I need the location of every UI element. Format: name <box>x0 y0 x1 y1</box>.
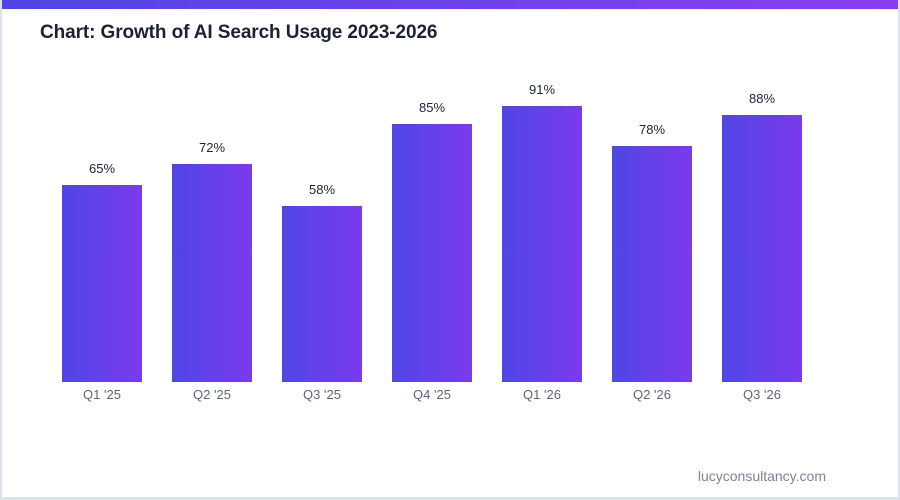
bar-rect[interactable] <box>172 163 252 382</box>
bar-rect[interactable] <box>722 115 802 382</box>
bar-column[interactable]: 85% <box>392 62 472 382</box>
x-axis-label: Q4 '25 <box>413 387 451 402</box>
bar-column[interactable]: 58% <box>282 62 362 382</box>
bar-column[interactable]: 72% <box>172 62 252 382</box>
bar-rect[interactable] <box>392 124 472 382</box>
x-axis-label: Q3 '26 <box>743 387 781 402</box>
bar-column[interactable]: 78% <box>612 62 692 382</box>
bar-column[interactable]: 91% <box>502 62 582 382</box>
bar-value-label: 78% <box>638 121 666 137</box>
bar-value-label: 72% <box>198 139 226 155</box>
bar-rect[interactable] <box>282 206 362 382</box>
x-axis-label: Q2 '25 <box>193 387 231 402</box>
chart-title: Chart: Growth of AI Search Usage 2023-20… <box>40 22 438 43</box>
bar-value-label: 65% <box>88 161 116 177</box>
top-accent-bar <box>2 0 898 9</box>
footer-brand: lucyconsultancy.com <box>697 468 826 484</box>
bar-value-label: 85% <box>418 100 446 116</box>
x-axis-label: Q1 '26 <box>523 387 561 402</box>
bar-rect[interactable] <box>62 185 142 382</box>
plot-area: 65% 72% 58% 85% 91% 78% 88% <box>2 60 898 382</box>
bar-rect[interactable] <box>502 106 582 382</box>
bar-value-label: 58% <box>308 182 336 198</box>
x-axis-label: Q3 '25 <box>303 387 341 402</box>
x-axis-label: Q1 '25 <box>83 387 121 402</box>
x-axis-labels: Q1 '25 Q2 '25 Q3 '25 Q4 '25 Q1 '26 Q2 '26 Q3 '… <box>62 387 832 402</box>
bar-series: 65% 72% 58% 85% 91% 78% 88% <box>62 62 832 382</box>
bar-column[interactable]: 65% <box>62 62 142 382</box>
bar-value-label: 91% <box>528 82 556 98</box>
x-axis-label: Q2 '26 <box>633 387 671 402</box>
bar-rect[interactable] <box>612 145 692 382</box>
bar-column[interactable]: 88% <box>722 62 802 382</box>
bar-value-label: 88% <box>748 91 776 107</box>
